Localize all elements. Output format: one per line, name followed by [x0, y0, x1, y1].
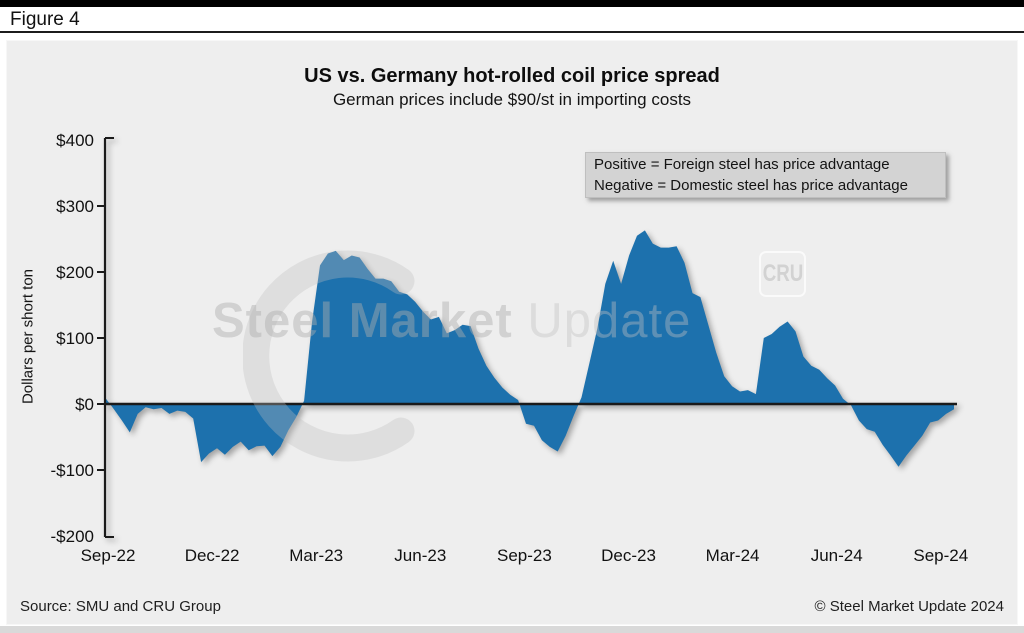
figure-rule [0, 31, 1024, 33]
y-tick-label: $100 [56, 329, 94, 348]
y-axis-title: Dollars per short ton [19, 268, 37, 405]
y-tick-label: $200 [56, 263, 94, 282]
figure-label: Figure 4 [10, 9, 80, 30]
chart-panel [6, 40, 1018, 625]
legend-annotation-box: Positive = Foreign steel has price advan… [585, 152, 946, 198]
spread-area-series [106, 230, 954, 467]
copyright-text: © Steel Market Update 2024 [814, 598, 1005, 615]
bottom-strip [0, 626, 1024, 633]
x-tick-label: Dec-23 [601, 546, 656, 565]
x-tick-label: Mar-23 [289, 546, 343, 565]
source-text: Source: SMU and CRU Group [20, 598, 221, 615]
x-tick-label: Jun-23 [394, 546, 446, 565]
x-tick-label: Sep-22 [81, 546, 136, 565]
x-tick-label: Jun-24 [811, 546, 863, 565]
chart-subtitle: German prices include $90/st in importin… [332, 90, 692, 109]
x-tick-label: Sep-24 [913, 546, 968, 565]
y-tick-label: $300 [56, 197, 94, 216]
annotation-line-negative: Negative = Domestic steel has price adva… [594, 177, 908, 194]
y-tick-label: -$100 [51, 461, 94, 480]
chart-title: US vs. Germany hot-rolled coil price spr… [304, 65, 720, 87]
y-tick-label: $400 [56, 131, 94, 150]
top-black-bar [0, 0, 1024, 7]
x-tick-label: Dec-22 [185, 546, 240, 565]
x-tick-label: Mar-24 [706, 546, 760, 565]
y-tick-label: $0 [75, 395, 94, 414]
x-tick-label: Sep-23 [497, 546, 552, 565]
y-tick-label: -$200 [51, 527, 94, 546]
annotation-line-positive: Positive = Foreign steel has price advan… [594, 156, 890, 173]
